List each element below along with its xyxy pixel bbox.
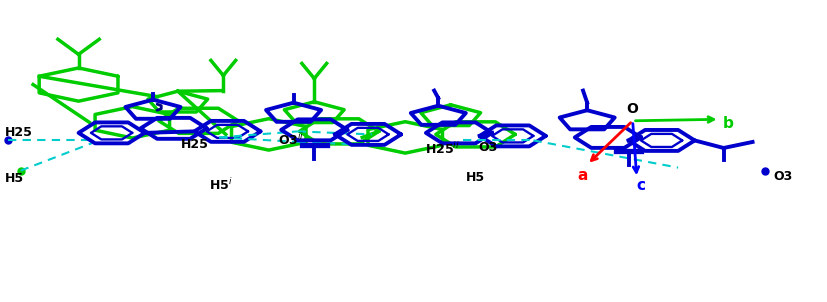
Text: H5: H5 [466,171,485,184]
Text: O3$^{ii}$: O3$^{ii}$ [278,132,304,148]
Text: H5: H5 [5,172,24,185]
Text: O3: O3 [478,141,498,154]
Text: O3: O3 [773,170,792,183]
Text: b: b [722,116,734,131]
Text: H25$^{ii}$: H25$^{ii}$ [425,141,460,157]
Text: H25: H25 [5,126,33,140]
Text: H5$^{i}$: H5$^{i}$ [209,177,232,193]
Text: c: c [637,178,645,193]
Text: a: a [578,168,588,183]
Text: H25: H25 [180,138,208,151]
Text: O: O [627,102,638,116]
